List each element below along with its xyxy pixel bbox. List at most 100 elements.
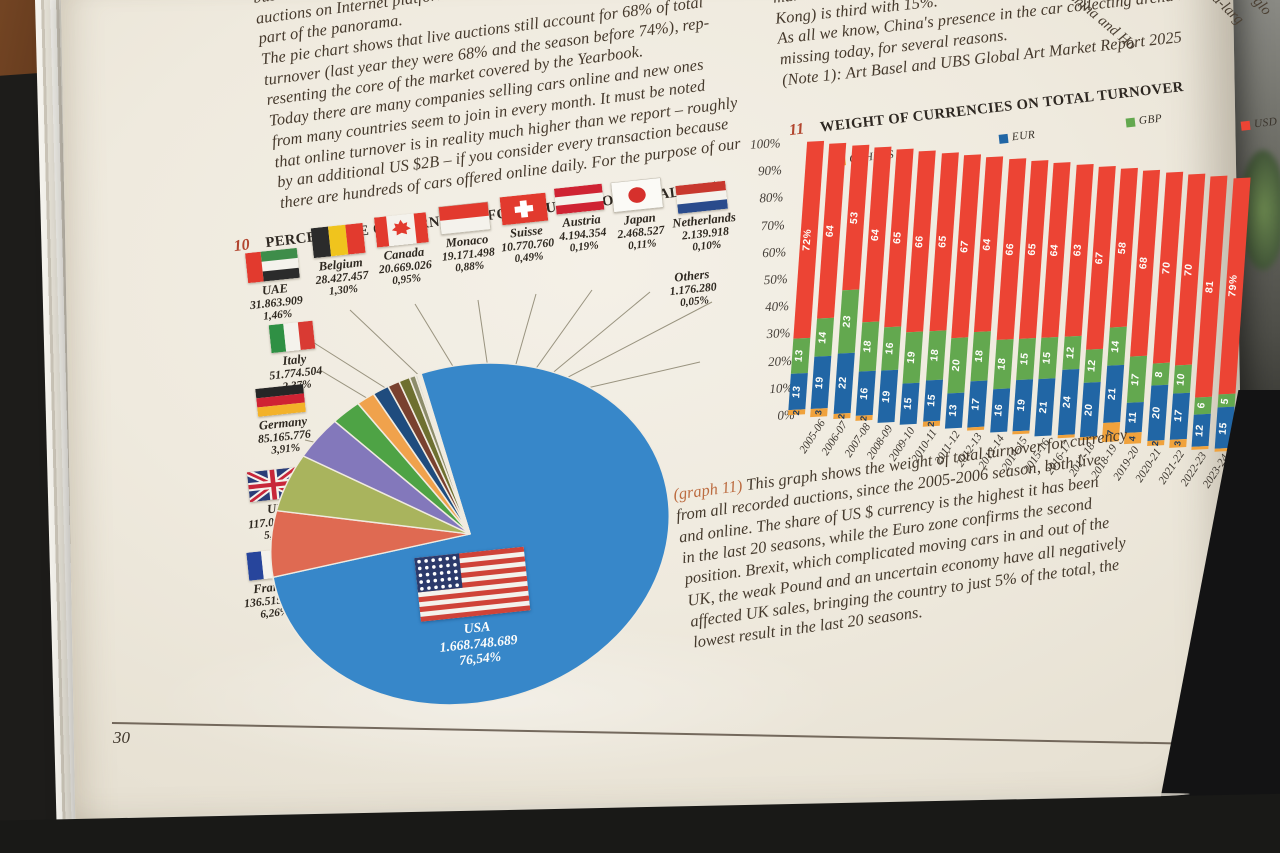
bar-value-label: 16 [884, 342, 897, 356]
pie-label-austria: Austria 4.194.354 0,19% [530, 181, 633, 259]
bar-value-label: 68 [1138, 256, 1151, 270]
bar-segment-gbp: 8 [1151, 363, 1170, 386]
italy-flag-icon [268, 320, 316, 354]
bar-segment-others [967, 426, 985, 431]
pie-chart [228, 322, 718, 742]
bar-value-label: 58 [1117, 241, 1130, 255]
bar-segment-eur: 19 [877, 370, 899, 423]
pie-label-others: Others 1.176.280 0,05% [643, 264, 743, 314]
bar-segment-others [1012, 430, 1030, 435]
usa-flag-icon [414, 546, 531, 622]
bar-value-label: 21 [1107, 387, 1120, 401]
canada-flag-icon [373, 212, 429, 248]
bar-segment-gbp: 17 [1127, 355, 1148, 404]
bar-segment-eur: 15 [900, 382, 920, 425]
bar-value-label: 18 [996, 357, 1009, 371]
y-axis-tick: 90% [757, 162, 783, 179]
uae-flag-icon [245, 247, 300, 284]
bar-value-label: 64 [1049, 243, 1062, 257]
bar-value-label: 2 [858, 414, 869, 421]
suisse-flag-icon [499, 192, 549, 226]
bar-value-label: 16 [993, 403, 1006, 417]
bar-value-label: 15 [1042, 351, 1054, 365]
bar-segment-gbp: 14 [1107, 326, 1127, 366]
japan-flag-icon [610, 177, 664, 213]
bar-segment-eur: 22 [833, 352, 855, 414]
bar-value-label: 19 [1016, 398, 1029, 412]
bar-segment-eur: 21 [1103, 364, 1125, 424]
bar-segment-eur: 19 [1012, 378, 1034, 432]
bar-segment-gbp: 12 [1061, 336, 1082, 370]
bar-segment-gbp: 14 [814, 317, 835, 357]
bar-segment-gbp: 18 [858, 321, 880, 372]
bar-segment-gbp: 18 [925, 330, 947, 381]
bar-value-label: 18 [862, 340, 875, 354]
bar-value-label: 70 [1161, 261, 1174, 275]
bar-value-label: 66 [914, 234, 927, 248]
austria-flag-icon [553, 183, 605, 215]
monaco-flag-icon [438, 201, 491, 235]
y-axis-tick: 0% [776, 406, 796, 423]
bar-value-label: 20 [1083, 403, 1096, 417]
bar-value-label: 63 [1072, 244, 1084, 258]
bar-segment-eur: 16 [855, 370, 876, 416]
page-number: 30 [113, 728, 130, 747]
bar-segment-usd: 79% [1218, 177, 1251, 395]
bar-value-label: 19 [881, 389, 894, 404]
germany-flag-icon [255, 383, 306, 417]
bar-segment-others: 3 [810, 407, 828, 418]
pie-label-netherlands: Netherlands 2.139.918 0,10% [652, 178, 755, 257]
y-axis-tick: 10% [769, 379, 794, 396]
bar-value-label: 81 [1204, 280, 1217, 294]
bar-segment-gbp: 15 [1016, 337, 1036, 380]
bar-value-label: 6 [1196, 402, 1209, 410]
pie-label-japan: Japan 2.468.527 0,11% [588, 175, 691, 256]
bar-value-label: 65 [1027, 242, 1039, 257]
y-axis-tick: 30% [766, 325, 791, 342]
bar-value-label: 21 [1038, 400, 1051, 414]
bar-value-label: 18 [974, 349, 987, 363]
bar-segment-gbp: 23 [837, 289, 859, 354]
pie-label-germany: Germany 85.165.776 3,91% [231, 381, 334, 460]
belgium-flag-icon [310, 222, 366, 259]
bar-segment-eur: 15 [922, 379, 943, 422]
bar-value-label: 17 [1130, 372, 1143, 387]
bar-value-label: 70 [1183, 263, 1196, 277]
bar-segment-gbp: 12 [1083, 349, 1103, 383]
y-axis-tick: 50% [763, 270, 788, 288]
bar-segment-gbp: 10 [1173, 365, 1192, 394]
bar-value-label: 66 [1004, 242, 1017, 256]
pie-label-usa: USA 1.668.748.689 76,54% [389, 544, 560, 675]
bar-value-label: 5 [1219, 397, 1232, 405]
bar-segment-eur: 19 [810, 355, 832, 409]
bar-value-label: 2 [790, 408, 802, 416]
pie-label-canada: Canada 20.669.026 0,95% [352, 210, 455, 291]
bar-segment-others: 2 [855, 414, 873, 421]
y-axis-tick: 20% [767, 352, 793, 369]
pie-slice-others [419, 372, 471, 535]
bar-segment-gbp: 13 [790, 337, 811, 375]
bar-segment-gbp: 19 [903, 330, 924, 384]
bar-value-label: 24 [1061, 395, 1074, 409]
bar-value-label: 65 [937, 235, 950, 249]
bar-value-label: 16 [859, 386, 871, 400]
bar-value-label: 64 [825, 224, 838, 238]
bar-value-label: 10 [1175, 372, 1188, 386]
pie-slice-usa [272, 362, 671, 706]
bar-value-label: 65 [892, 231, 905, 245]
y-axis-tick: 60% [761, 243, 787, 261]
bar-value-label: 15 [926, 393, 939, 407]
bar-value-label: 13 [948, 403, 961, 417]
bar-value-label: 2 [925, 420, 936, 427]
bar-value-label: 67 [1094, 251, 1107, 265]
pie-label-suisse: Suisse 10.770.760 0,49% [475, 190, 578, 269]
bar-value-label: 8 [1153, 371, 1166, 378]
bar-value-label: 79% [1227, 274, 1240, 298]
y-axis-tick: 40% [764, 298, 790, 315]
bar-value-label: 13 [794, 349, 806, 363]
bar-value-label: 23 [841, 315, 854, 329]
y-axis-tick: 100% [749, 135, 781, 152]
bar-value-label: 14 [817, 330, 830, 344]
bar-segment-others: 2 [922, 420, 940, 427]
